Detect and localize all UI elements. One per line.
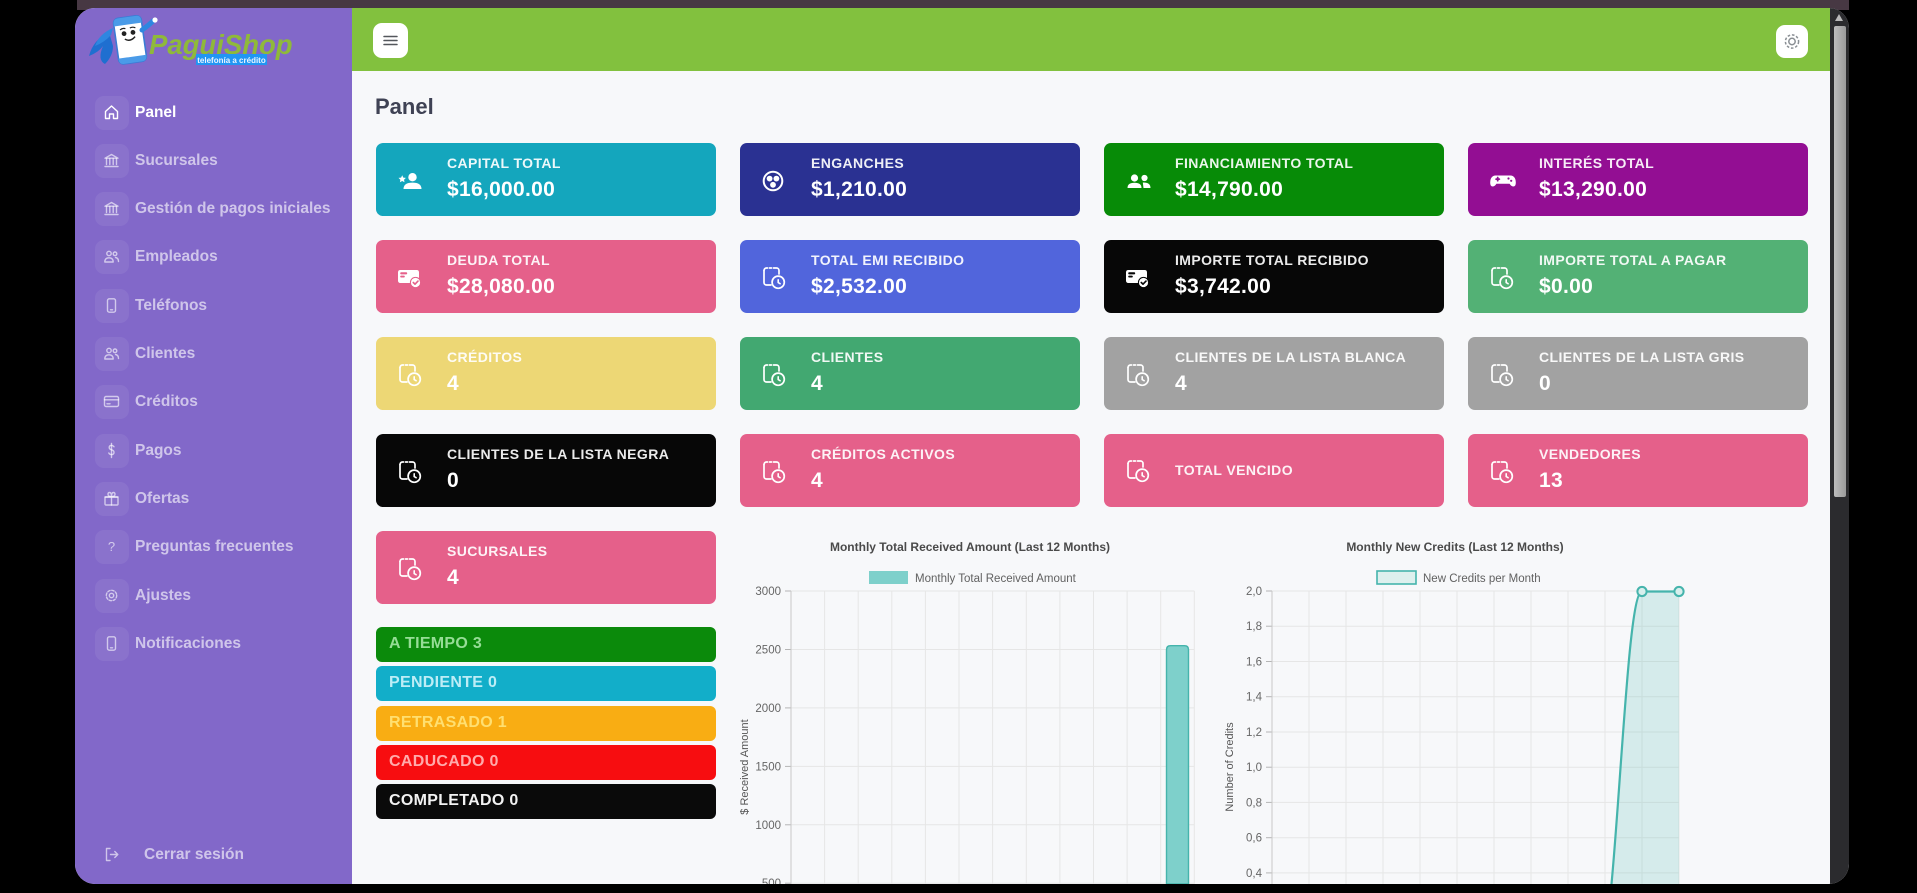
svg-text:2000: 2000	[755, 703, 781, 715]
svg-text:2500: 2500	[755, 645, 781, 657]
svg-text:0,8: 0,8	[1246, 797, 1262, 809]
svg-text:New Credits per Month: New Credits per Month	[1423, 573, 1541, 585]
svg-text:3000: 3000	[755, 586, 781, 598]
svg-text:0,4: 0,4	[1246, 868, 1263, 880]
svg-text:500: 500	[762, 878, 781, 884]
svg-text:1500: 1500	[755, 761, 781, 773]
svg-text:1,6: 1,6	[1246, 657, 1262, 669]
svg-text:?: ?	[108, 539, 115, 554]
svg-text:Number of Credits: Number of Credits	[1224, 722, 1236, 812]
svg-text:Monthly Total Received Amount: Monthly Total Received Amount	[915, 573, 1077, 585]
svg-text:telefonía a crédito: telefonía a crédito	[197, 56, 266, 65]
svg-text:$ Received Amount: $ Received Amount	[739, 719, 751, 814]
svg-text:Monthly Total Received Amount: Monthly Total Received Amount (Last 12 M…	[830, 540, 1110, 554]
svg-text:1,0: 1,0	[1246, 762, 1262, 774]
svg-text:1,8: 1,8	[1246, 621, 1262, 633]
svg-text:0,6: 0,6	[1246, 833, 1262, 845]
svg-text:1,4: 1,4	[1246, 692, 1263, 704]
svg-text:1000: 1000	[755, 820, 781, 832]
svg-text:2,0: 2,0	[1246, 586, 1262, 598]
svg-text:1,2: 1,2	[1246, 727, 1262, 739]
svg-text:Monthly New Credits (Last 12 M: Monthly New Credits (Last 12 Months)	[1346, 540, 1563, 554]
